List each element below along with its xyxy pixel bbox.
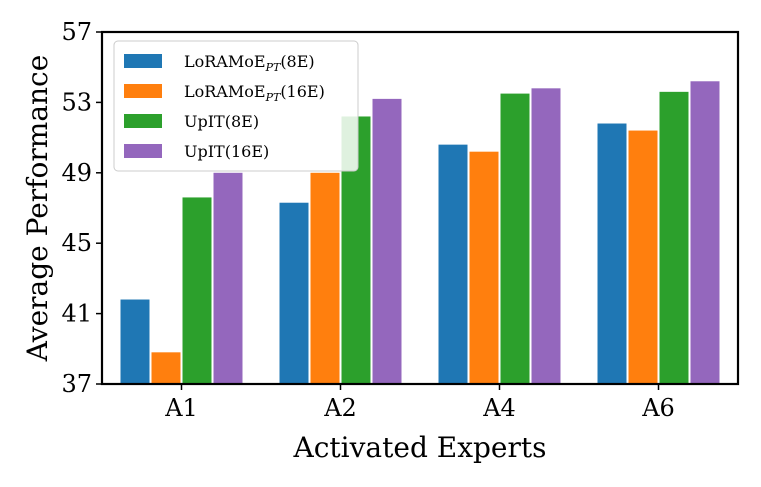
x-axis-label: Activated Experts xyxy=(293,431,547,464)
y-tick-label: 37 xyxy=(61,370,92,398)
bar-a6-series-2 xyxy=(659,91,689,384)
x-tick-label: A4 xyxy=(482,394,516,422)
y-tick-label: 45 xyxy=(61,229,92,257)
x-tick-label: A1 xyxy=(164,394,198,422)
x-axis: A1 A2 A4 A6 xyxy=(164,384,675,422)
legend-swatch xyxy=(124,114,162,128)
x-tick-label: A6 xyxy=(641,394,675,422)
bar-a2-series-0 xyxy=(279,202,309,384)
y-tick-label: 57 xyxy=(61,18,92,46)
bar-a1-series-2 xyxy=(182,197,212,384)
legend-box xyxy=(113,40,359,172)
legend-label: LoRAMoEPT(8E) xyxy=(184,52,315,74)
y-tick-label: 49 xyxy=(61,159,92,187)
x-tick-label: A2 xyxy=(323,394,357,422)
legend-label: LoRAMoEPT(16E) xyxy=(184,82,325,104)
legend-swatch xyxy=(124,84,162,98)
bars-group xyxy=(120,81,720,385)
plot-frame xyxy=(100,30,740,386)
bar-a1-series-3 xyxy=(213,172,243,384)
bar-a4-series-1 xyxy=(469,151,499,384)
legend-label: UpIT(16E) xyxy=(184,142,269,161)
bar-a4-series-0 xyxy=(438,144,468,384)
y-tick-label: 41 xyxy=(61,300,92,328)
bar-a2-series-1 xyxy=(310,172,340,384)
legend-swatch xyxy=(124,144,162,158)
legend: LoRAMoEPT(8E) LoRAMoEPT(16E) UpIT(8E) UpIT(… xyxy=(113,40,359,172)
bar-a4-series-3 xyxy=(531,88,561,384)
y-axis: 37 41 45 49 53 57 xyxy=(61,18,102,398)
bar-a4-series-2 xyxy=(500,93,530,384)
legend-swatch xyxy=(124,54,162,68)
bar-a2-series-3 xyxy=(372,98,402,384)
legend-label: UpIT(8E) xyxy=(184,112,259,131)
y-axis-label: Average Performance xyxy=(21,55,54,363)
bar-a6-series-1 xyxy=(628,130,658,384)
bar-a1-series-0 xyxy=(120,299,150,384)
bar-a6-series-0 xyxy=(597,123,627,385)
y-tick-label: 53 xyxy=(61,88,92,116)
bar-a6-series-3 xyxy=(690,81,720,384)
bar-a1-series-1 xyxy=(151,352,181,384)
